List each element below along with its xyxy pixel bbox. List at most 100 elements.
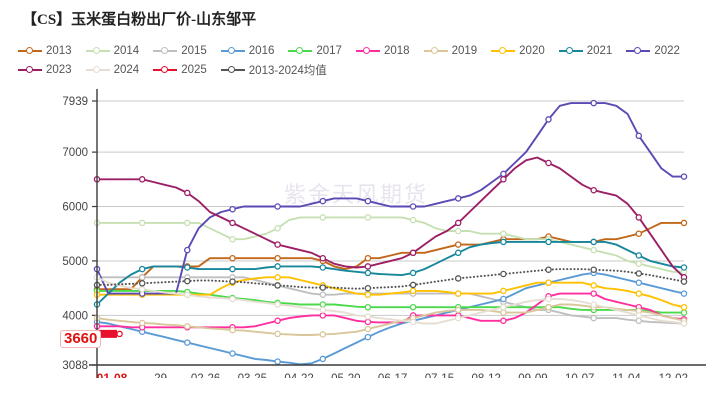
legend-item-2015[interactable]: 2015 <box>153 45 207 57</box>
series-marker <box>635 290 643 297</box>
legend-item-2019[interactable]: 2019 <box>423 44 478 57</box>
series-marker <box>545 238 552 246</box>
series-line <box>96 156 685 279</box>
series-marker <box>680 173 688 180</box>
series-line <box>96 268 685 290</box>
series-marker <box>454 306 462 314</box>
series-marker <box>274 225 281 232</box>
legend-item-2017[interactable]: 2017 <box>288 45 342 57</box>
legend-label: 2022 <box>654 44 680 57</box>
series-marker <box>274 301 281 308</box>
series-marker <box>454 195 462 202</box>
y-axis-label: 3088 <box>62 360 88 372</box>
series-marker <box>364 325 372 333</box>
y-axis-label: 7939 <box>62 96 88 108</box>
series-marker <box>364 269 372 277</box>
legend-item-2018[interactable]: 2018 <box>355 45 410 57</box>
series-2021 <box>93 238 688 308</box>
series-marker <box>319 254 327 262</box>
series-2022 <box>93 99 688 297</box>
series-marker <box>635 230 643 237</box>
series-marker <box>680 290 688 297</box>
legend-label: 2025 <box>181 63 207 76</box>
legend-item-2021[interactable]: 2021 <box>558 45 612 57</box>
series-marker <box>680 320 688 327</box>
series-line <box>96 102 685 295</box>
legend-item-2014[interactable]: 2014 <box>85 45 139 57</box>
series-marker <box>409 303 417 311</box>
series-marker <box>138 219 146 227</box>
legend-swatch-icon <box>220 64 245 76</box>
series-marker <box>545 116 552 123</box>
legend-swatch-icon <box>355 45 380 57</box>
series-line <box>96 240 685 306</box>
series-marker <box>500 170 507 178</box>
series-marker <box>274 263 281 270</box>
series-marker <box>454 314 462 322</box>
series-2023 <box>93 156 688 281</box>
series-marker <box>229 254 236 262</box>
series-marker <box>184 291 191 298</box>
series-marker <box>409 281 417 289</box>
legend-swatch-icon <box>153 45 178 57</box>
legend-item-2016[interactable]: 2016 <box>220 45 274 57</box>
legend-swatch-icon <box>18 64 42 76</box>
series-marker <box>500 309 507 316</box>
legend-swatch-icon <box>626 45 651 57</box>
legend-item-2023[interactable]: 2023 <box>18 64 72 76</box>
series-marker <box>454 290 462 297</box>
legend-label: 2024 <box>113 63 140 76</box>
legend-label: 2013-2024均值 <box>248 64 327 77</box>
series-marker <box>409 269 417 277</box>
x-axis-label: 01-08 <box>97 371 128 378</box>
series-marker <box>500 230 507 237</box>
series-2017 <box>93 287 688 316</box>
legend-item-2013[interactable]: 2013 <box>18 45 72 57</box>
legend-item-2025[interactable]: 2025 <box>153 64 207 76</box>
legend-swatch-icon <box>153 64 178 76</box>
legend-item-2013-2024均值[interactable]: 2013-2024均值 <box>220 62 327 78</box>
series-marker <box>319 355 327 363</box>
series-marker <box>138 319 146 327</box>
series-marker <box>364 263 372 270</box>
series-marker <box>545 295 552 303</box>
x-axis-label: -29 <box>150 373 167 378</box>
legend-label: 2019 <box>451 44 478 57</box>
x-axis-label: 07-15 <box>425 373 454 378</box>
series-marker <box>138 176 146 183</box>
series-marker <box>590 290 597 297</box>
x-axis-label: 06-17 <box>378 373 407 378</box>
line-chart-svg: 3088 4000 5000 6000 7000 7939 01-08 -29 02-26 03-… <box>62 89 706 378</box>
series-marker <box>409 203 417 210</box>
series-marker <box>635 214 643 221</box>
x-axis-label: 08-12 <box>471 373 500 378</box>
series-marker <box>319 214 327 221</box>
series-marker <box>319 197 327 205</box>
series-marker <box>229 326 236 334</box>
series-marker <box>454 219 462 227</box>
series-marker <box>138 285 146 293</box>
series-2019 <box>93 303 688 338</box>
legend-item-2020[interactable]: 2020 <box>491 45 545 57</box>
series-line <box>96 271 685 366</box>
y-axis-label: 4000 <box>62 310 88 322</box>
current-value-badge: 3660 <box>60 330 102 348</box>
legend-item-2024[interactable]: 2024 <box>85 63 140 76</box>
legend-label: 2020 <box>519 44 545 57</box>
series-marker <box>274 241 281 248</box>
y-axis-label: 7000 <box>62 147 88 159</box>
legend-item-2022[interactable]: 2022 <box>626 45 680 57</box>
series-marker <box>274 203 281 210</box>
series-marker <box>184 323 191 330</box>
legend-swatch-icon <box>220 45 245 57</box>
series-marker <box>319 264 327 271</box>
series-marker <box>680 309 688 316</box>
series-2024 <box>93 274 688 327</box>
x-axis-label: 03-25 <box>238 373 267 378</box>
series-marker <box>635 270 643 277</box>
series-marker <box>274 330 281 338</box>
series-marker <box>364 291 372 298</box>
series-marker <box>229 350 236 357</box>
series-marker <box>364 214 372 221</box>
